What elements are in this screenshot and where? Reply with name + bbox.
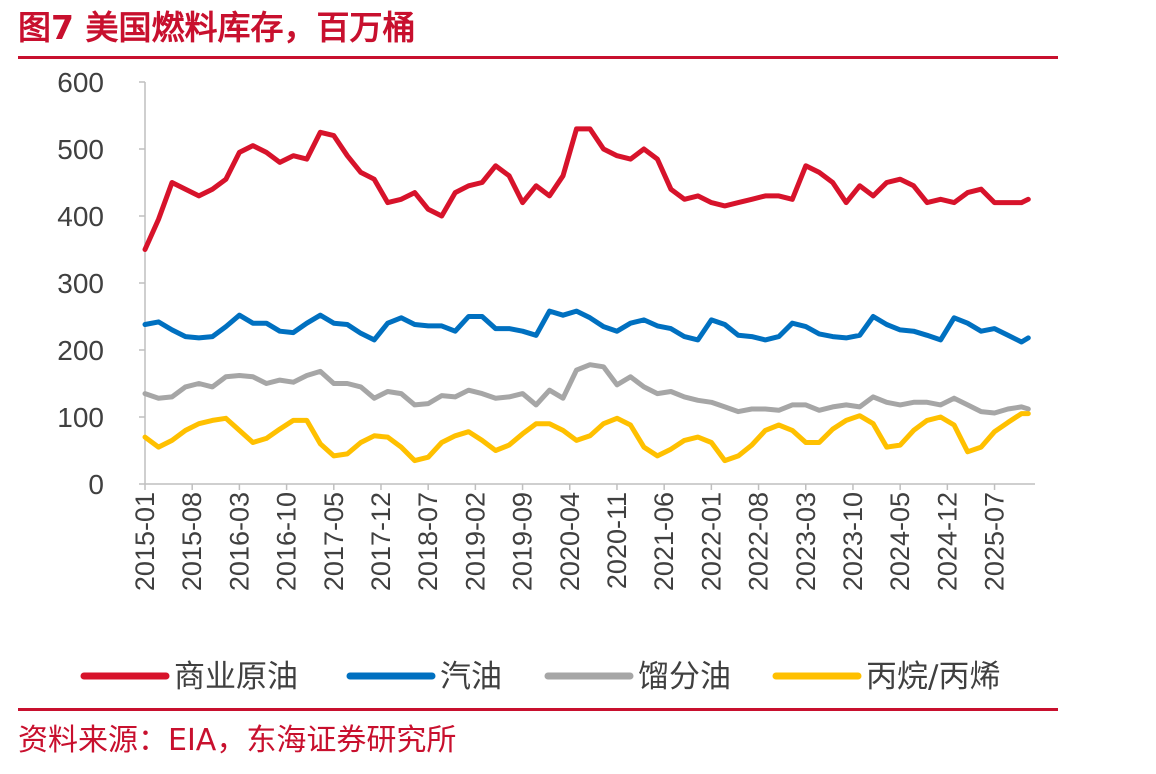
line-chart: 0 100 200 300 400 500 600 2015-01 2015-08 2016-03… <box>57 67 1035 695</box>
y-tick-label: 600 <box>57 67 104 98</box>
x-tick-label: 2022-08 <box>744 492 774 591</box>
x-tick-label: 2019-09 <box>508 492 538 591</box>
x-tick-label: 2016-10 <box>272 492 302 591</box>
footer-divider <box>18 708 1058 711</box>
x-tick-label: 2017-12 <box>366 492 396 591</box>
x-tick-label: 2023-10 <box>838 492 868 591</box>
source-note: 资料来源：EIA，东海证券研究所 <box>18 723 457 758</box>
x-tick-label: 2020-04 <box>555 492 585 591</box>
y-tick-label: 300 <box>57 268 104 299</box>
x-tick-label: 2024-05 <box>885 492 915 591</box>
series-line <box>142 411 1031 464</box>
x-tick-label: 2015-08 <box>177 492 207 591</box>
series-line <box>142 126 1031 252</box>
x-tick-label: 2023-03 <box>791 492 821 591</box>
series-line <box>142 362 1031 416</box>
legend-label: 馏分油 <box>638 659 731 695</box>
axes: 0 100 200 300 400 500 600 2015-01 2015-08 2016-03… <box>57 67 1035 591</box>
x-tick-label: 2022-01 <box>696 492 726 591</box>
x-tick-label: 2015-01 <box>130 492 160 591</box>
x-tick-label: 2020-11 <box>602 492 632 589</box>
y-tick-label: 100 <box>57 402 104 433</box>
legend-label: 商业原油 <box>174 659 298 695</box>
legend-label: 丙烷/丙烯 <box>866 659 1000 695</box>
figure-title: 图7 美国燃料库存，百万桶 <box>18 8 416 47</box>
y-tick-label: 400 <box>57 201 104 232</box>
series-line <box>142 308 1031 345</box>
x-tick-label: 2025-07 <box>980 492 1010 591</box>
x-tick-label: 2024-12 <box>932 492 962 591</box>
title-divider <box>18 56 1058 59</box>
y-tick-label: 500 <box>57 134 104 165</box>
x-tick-label: 2018-07 <box>413 492 443 591</box>
legend: 商业原油 汽油 馏分油 丙烷/丙烯 <box>80 659 1000 695</box>
x-tick-label: 2017-05 <box>319 492 349 591</box>
y-tick-label: 200 <box>57 335 104 366</box>
y-tick-label: 0 <box>88 469 104 500</box>
x-tick-label: 2016-03 <box>224 492 254 591</box>
series-lines <box>142 126 1031 464</box>
x-tick-label: 2021-06 <box>649 492 679 591</box>
legend-label: 汽油 <box>440 659 502 695</box>
x-tick-label: 2019-02 <box>460 492 490 591</box>
